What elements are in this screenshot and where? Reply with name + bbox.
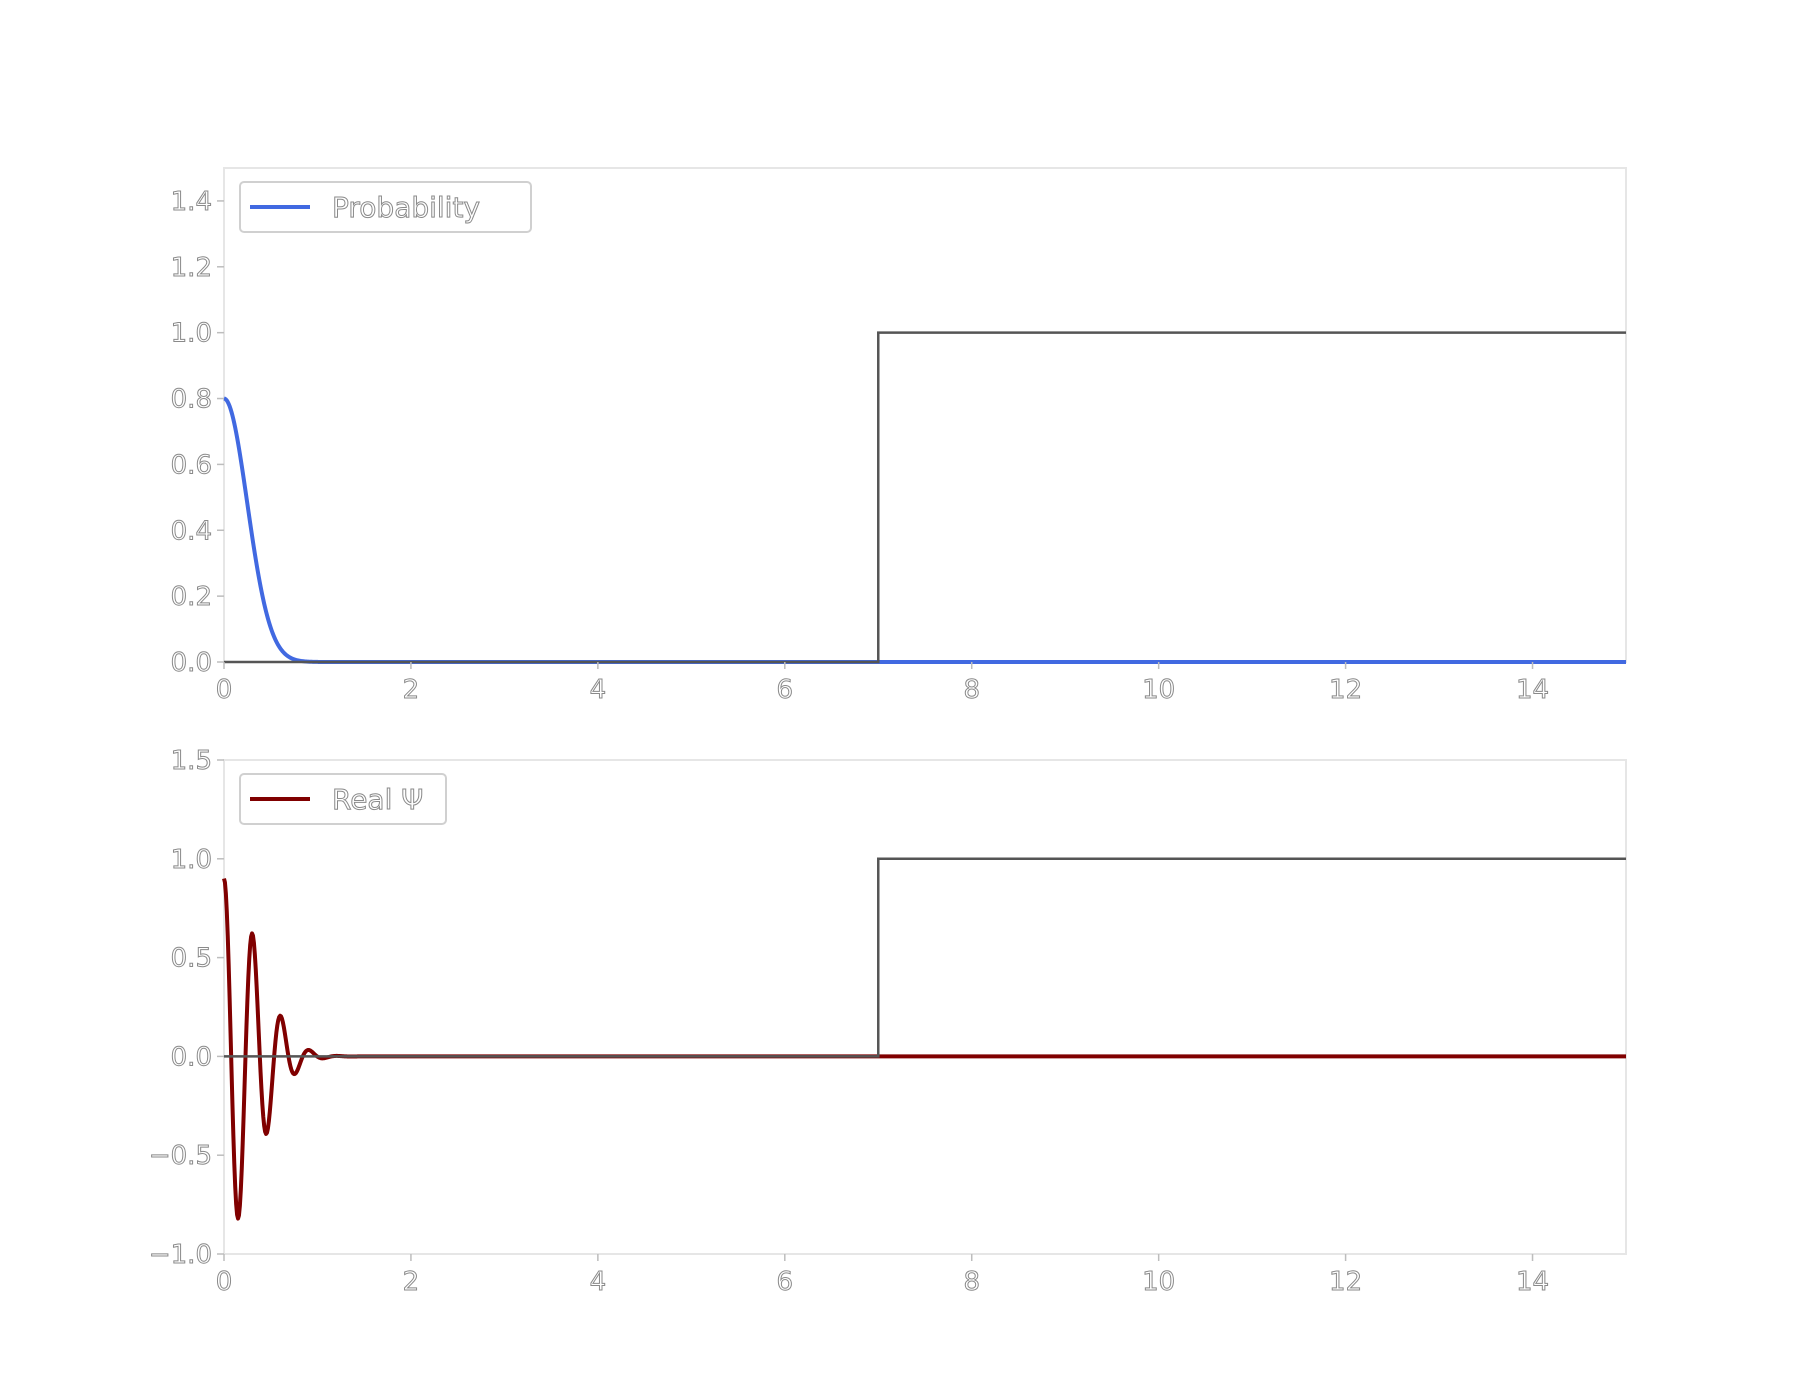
y-tick-label: 0.8: [171, 385, 212, 415]
y-tick-label: 0.5: [171, 944, 212, 974]
x-tick-label: 2: [403, 675, 420, 705]
axis-layer: 0 2 4 6 8 10 12 14 0.0 0.2 0.4 0.6 0.8 1.0 1.2 1.4: [170, 186, 1549, 705]
y-tick-label: 1.5: [171, 746, 212, 776]
x-tick-label: 10: [1142, 675, 1175, 705]
y-tick-label: 1.0: [171, 845, 212, 875]
series-layer: [222, 331, 1628, 664]
x-tick-label: 6: [777, 675, 794, 705]
x-tick-label: 2: [403, 1267, 420, 1297]
legend: Probability: [239, 181, 532, 233]
real-psi-subplot: 0 2 4 6 8 10 12 14 −1.0 −0.5 0.0 0.5 1.0 1.5 Real Ψ: [148, 746, 1628, 1298]
x-tick-label: 6: [777, 1267, 794, 1297]
probability-subplot: 0 2 4 6 8 10 12 14 0.0 0.2 0.4 0.6 0.8 1.0 1.2 1.4 Prob…: [170, 167, 1628, 706]
plot-frame: [223, 759, 1627, 1255]
x-tick-label: 8: [963, 675, 980, 705]
y-tick-label: 0.2: [171, 582, 212, 612]
y-tick-label: 1.0: [171, 319, 212, 349]
y-tick-label: 1.2: [171, 253, 212, 283]
y-tick-label: −0.5: [149, 1141, 212, 1171]
y-tick-label: 0.4: [171, 516, 212, 546]
x-tick-label: 12: [1329, 1267, 1362, 1297]
legend-label: Real Ψ: [332, 783, 423, 816]
y-tick-label: 0.0: [171, 1042, 212, 1072]
potential-step-line: [224, 857, 1626, 1058]
x-tick-label: 12: [1329, 675, 1362, 705]
x-tick-label: 10: [1142, 1267, 1175, 1297]
x-tick-label: 0: [216, 675, 233, 705]
series-layer: [222, 857, 1628, 1221]
y-tick-label: 0.0: [171, 648, 212, 678]
potential-step-line: [224, 331, 1626, 664]
y-tick-label: −1.0: [149, 1240, 212, 1270]
legend-label: Probability: [332, 191, 480, 224]
x-tick-label: 14: [1516, 1267, 1549, 1297]
legend-box: [239, 773, 447, 825]
x-tick-label: 14: [1516, 675, 1549, 705]
legend-box: [239, 181, 532, 233]
x-tick-label: 8: [963, 1267, 980, 1297]
x-tick-label: 4: [590, 1267, 607, 1297]
y-tick-label: 1.4: [171, 187, 212, 217]
x-tick-label: 0: [216, 1267, 233, 1297]
legend: Real Ψ: [239, 773, 447, 825]
x-tick-label: 4: [590, 675, 607, 705]
axis-layer: 0 2 4 6 8 10 12 14 −1.0 −0.5 0.0 0.5 1.0 1.5: [148, 746, 1549, 1298]
y-tick-label: 0.6: [171, 450, 212, 480]
